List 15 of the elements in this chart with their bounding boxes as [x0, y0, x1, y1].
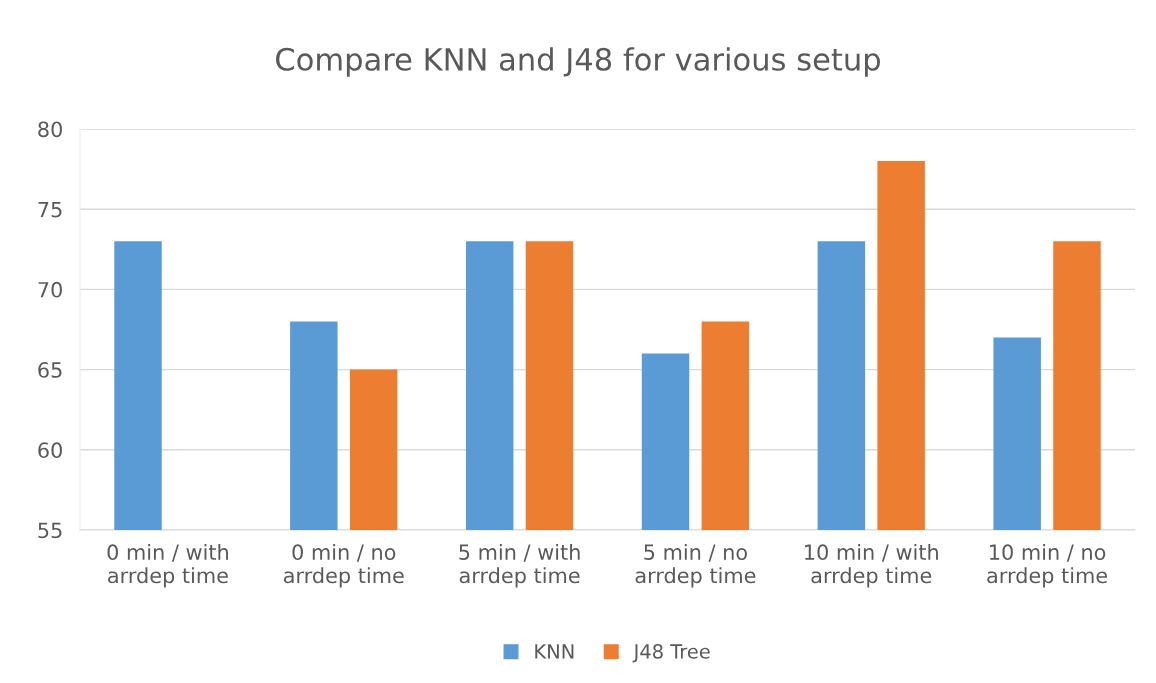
legend-label: J48 Tree — [632, 644, 710, 663]
chart-title: Compare KNN and J48 for various setup — [276, 47, 880, 77]
y-tick-label: 65 — [38, 362, 62, 378]
y-tick-label: 75 — [38, 201, 62, 218]
y-tick-label: 55 — [38, 522, 62, 539]
y-tick-label: 60 — [38, 442, 62, 459]
x-tick-label: 10 min / with arrdep time — [805, 543, 938, 588]
x-tick-label: 5 min / no arrdep time — [635, 543, 756, 588]
x-tick-label: 10 min / no arrdep time — [987, 543, 1108, 588]
x-tick-label: 5 min / with arrdep time — [459, 543, 580, 588]
y-tick-label: 70 — [38, 281, 62, 298]
legend-label: KNN — [535, 644, 574, 659]
x-tick-label: 0 min / with arrdep time — [107, 543, 228, 588]
x-tick-label: 0 min / no arrdep time — [283, 543, 404, 588]
y-tick-label: 80 — [38, 121, 62, 138]
